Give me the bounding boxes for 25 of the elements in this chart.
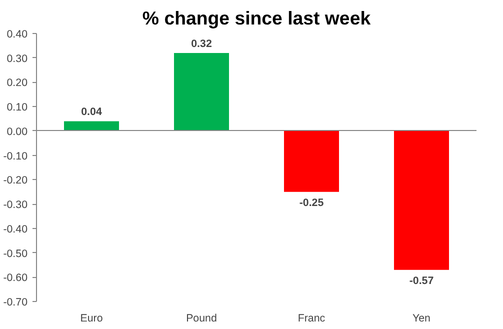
y-tick-label: -0.40 <box>3 223 28 236</box>
data-label: -0.25 <box>299 196 324 209</box>
data-label: 0.32 <box>191 38 212 50</box>
bar <box>174 52 229 131</box>
x-tick-label: Franc <box>298 312 326 324</box>
y-tick-label: -0.60 <box>3 272 28 284</box>
y-tick-label: -0.10 <box>3 150 28 162</box>
x-tick-label: Yen <box>412 312 431 324</box>
bar <box>64 121 119 131</box>
x-tick-label: Euro <box>80 312 103 324</box>
y-tick-label: -0.30 <box>3 199 28 212</box>
data-label: 0.04 <box>81 106 102 118</box>
y-tick-label: -0.70 <box>3 296 28 308</box>
data-label: -0.57 <box>409 274 434 287</box>
y-tick-label: 0.40 <box>6 28 28 40</box>
y-tick-label: 0.20 <box>6 77 28 90</box>
y-tick-label: 0.00 <box>6 126 28 138</box>
y-tick-label: -0.20 <box>3 174 28 187</box>
y-tick-label: 0.10 <box>6 102 28 114</box>
y-tick-label: -0.50 <box>3 248 28 260</box>
bar <box>394 130 449 270</box>
chart-title: % change since last week <box>142 8 372 28</box>
y-tick-label: 0.30 <box>6 52 28 65</box>
bar <box>284 130 339 192</box>
x-tick-label: Pound <box>186 312 217 324</box>
